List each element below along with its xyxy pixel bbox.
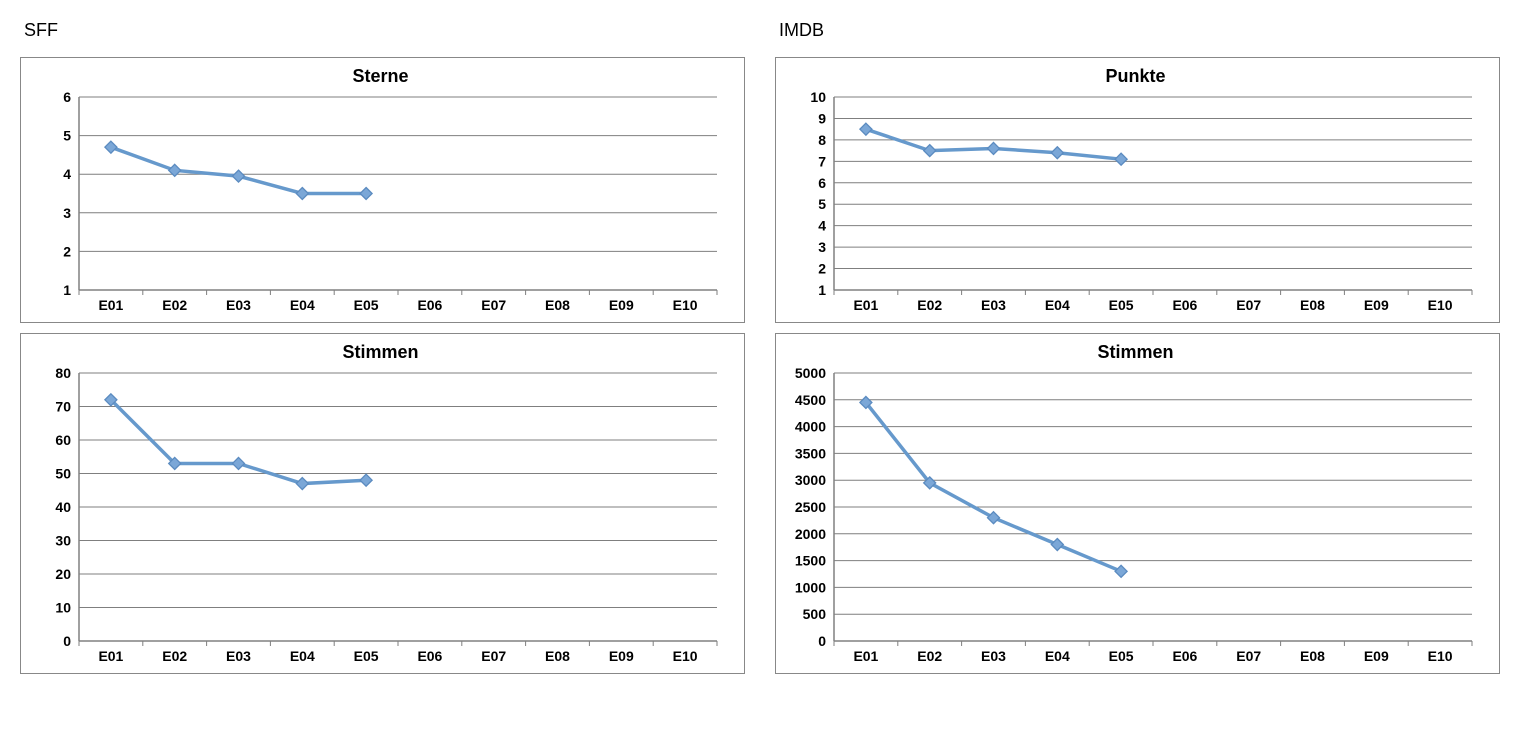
svg-text:70: 70 — [55, 399, 71, 415]
svg-text:E07: E07 — [1236, 297, 1261, 313]
svg-text:E02: E02 — [162, 648, 187, 664]
svg-text:20: 20 — [55, 566, 71, 582]
svg-text:1500: 1500 — [795, 553, 826, 569]
svg-text:10: 10 — [810, 91, 826, 105]
svg-text:E01: E01 — [98, 648, 123, 664]
chart-sff-stimmen: Stimmen 0 10 20 30 40 50 60 70 80 E01 E02 E03 E04 E05… — [20, 333, 745, 674]
svg-text:E03: E03 — [226, 648, 251, 664]
svg-text:6: 6 — [63, 91, 71, 105]
svg-text:E05: E05 — [1109, 297, 1134, 313]
svg-text:E03: E03 — [981, 648, 1006, 664]
svg-text:500: 500 — [803, 606, 827, 622]
chart-imdb-stimmen: Stimmen 0 500 1000 1500 2000 2500 3000 3500 4000… — [775, 333, 1500, 674]
svg-text:E10: E10 — [1428, 648, 1453, 664]
chart-sff-sterne: Sterne 1 2 3 4 5 6 E01 E02 E03 E04 E05 E06 E07 E08 E09… — [20, 57, 745, 323]
svg-text:30: 30 — [55, 533, 71, 549]
chart-imdb-punkte: Punkte 1 2 3 4 5 6 7 8 9 10 E01 E02 E03 E04 E05 E06 E07 E… — [775, 57, 1500, 323]
svg-text:E05: E05 — [1109, 648, 1134, 664]
sff-label: SFF — [20, 20, 745, 47]
svg-text:1: 1 — [63, 282, 71, 298]
svg-text:E05: E05 — [354, 648, 379, 664]
svg-text:E03: E03 — [981, 297, 1006, 313]
svg-text:9: 9 — [818, 110, 826, 126]
chart-title: Stimmen — [782, 342, 1489, 363]
svg-text:E09: E09 — [1364, 297, 1389, 313]
svg-text:E09: E09 — [1364, 648, 1389, 664]
svg-text:E10: E10 — [673, 648, 698, 664]
svg-text:E08: E08 — [545, 648, 570, 664]
svg-text:0: 0 — [63, 633, 71, 649]
chart-plot: 0 10 20 30 40 50 60 70 80 E01 E02 E03 E04 E05 E06 E07 E0… — [27, 367, 734, 667]
svg-text:E02: E02 — [917, 648, 942, 664]
svg-text:E04: E04 — [1045, 297, 1070, 313]
svg-text:E06: E06 — [417, 648, 442, 664]
svg-text:E06: E06 — [1172, 297, 1197, 313]
svg-text:E05: E05 — [354, 297, 379, 313]
svg-text:E08: E08 — [1300, 648, 1325, 664]
svg-text:4500: 4500 — [795, 392, 826, 408]
svg-text:40: 40 — [55, 499, 71, 515]
svg-text:5: 5 — [63, 128, 71, 144]
svg-text:1: 1 — [818, 282, 826, 298]
svg-text:E02: E02 — [162, 297, 187, 313]
svg-text:E07: E07 — [1236, 648, 1261, 664]
svg-text:E04: E04 — [290, 648, 315, 664]
svg-text:1000: 1000 — [795, 579, 826, 595]
svg-text:3: 3 — [818, 239, 826, 255]
svg-text:4000: 4000 — [795, 419, 826, 435]
imdb-label: IMDB — [775, 20, 1500, 47]
svg-text:E06: E06 — [417, 297, 442, 313]
svg-text:8: 8 — [818, 132, 826, 148]
svg-text:E03: E03 — [226, 297, 251, 313]
svg-text:10: 10 — [55, 600, 71, 616]
chart-plot: 1 2 3 4 5 6 7 8 9 10 E01 E02 E03 E04 E05 E06 E07 E08 E09 E1… — [782, 91, 1489, 316]
svg-text:5: 5 — [818, 196, 826, 212]
svg-text:60: 60 — [55, 432, 71, 448]
chart-title: Punkte — [782, 66, 1489, 87]
svg-text:E01: E01 — [98, 297, 123, 313]
svg-text:2: 2 — [63, 243, 71, 259]
svg-text:E10: E10 — [673, 297, 698, 313]
svg-text:80: 80 — [55, 367, 71, 381]
svg-text:E10: E10 — [1428, 297, 1453, 313]
svg-text:E08: E08 — [545, 297, 570, 313]
svg-text:E09: E09 — [609, 648, 634, 664]
svg-text:3500: 3500 — [795, 445, 826, 461]
svg-text:E09: E09 — [609, 297, 634, 313]
svg-text:E02: E02 — [917, 297, 942, 313]
chart-plot: 1 2 3 4 5 6 E01 E02 E03 E04 E05 E06 E07 E08 E09 E10 — [27, 91, 734, 316]
chart-title: Sterne — [27, 66, 734, 87]
chart-plot: 0 500 1000 1500 2000 2500 3000 3500 4000 4500 5000… — [782, 367, 1489, 667]
svg-text:5000: 5000 — [795, 367, 826, 381]
svg-text:E01: E01 — [853, 648, 878, 664]
svg-text:3000: 3000 — [795, 472, 826, 488]
svg-text:E07: E07 — [481, 648, 506, 664]
svg-text:0: 0 — [818, 633, 826, 649]
svg-text:2000: 2000 — [795, 526, 826, 542]
svg-text:2: 2 — [818, 261, 826, 277]
svg-text:4: 4 — [63, 166, 71, 182]
svg-text:2500: 2500 — [795, 499, 826, 515]
svg-text:50: 50 — [55, 466, 71, 482]
svg-text:E08: E08 — [1300, 297, 1325, 313]
svg-text:6: 6 — [818, 175, 826, 191]
svg-text:4: 4 — [818, 218, 826, 234]
chart-title: Stimmen — [27, 342, 734, 363]
svg-text:E07: E07 — [481, 297, 506, 313]
svg-text:E04: E04 — [1045, 648, 1070, 664]
svg-text:E04: E04 — [290, 297, 315, 313]
svg-text:E01: E01 — [853, 297, 878, 313]
svg-text:7: 7 — [818, 153, 826, 169]
svg-text:3: 3 — [63, 205, 71, 221]
svg-text:E06: E06 — [1172, 648, 1197, 664]
